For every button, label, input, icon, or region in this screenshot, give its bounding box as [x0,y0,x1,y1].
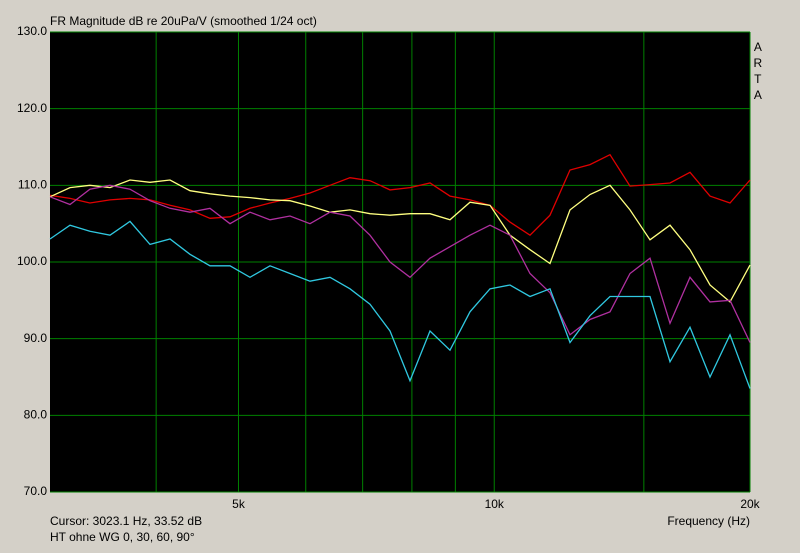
series-line [49,184,751,343]
watermark: ARTA [751,40,765,104]
cursor-readout: Cursor: 3023.1 Hz, 33.52 dB [50,514,202,528]
series-line [49,179,751,303]
x-tick-label: 10k [485,497,505,511]
caption: HT ohne WG 0, 30, 60, 90° [50,530,195,544]
series-line [49,153,751,237]
series-line [49,220,751,389]
y-tick-label: 130.0 [17,24,47,38]
chart-title: FR Magnitude dB re 20uPa/V (smoothed 1/2… [50,14,317,28]
y-tick-label: 120.0 [17,101,47,115]
x-axis-label: Frequency (Hz) [667,514,750,528]
y-tick-label: 80.0 [24,408,48,422]
x-tick-label: 5k [232,497,246,511]
y-tick-label: 110.0 [18,178,47,192]
y-tick-label: 90.0 [24,331,48,345]
y-tick-label: 100.0 [17,254,47,268]
x-tick-label: 20k [740,497,760,511]
y-tick-label: 70.0 [24,484,48,498]
